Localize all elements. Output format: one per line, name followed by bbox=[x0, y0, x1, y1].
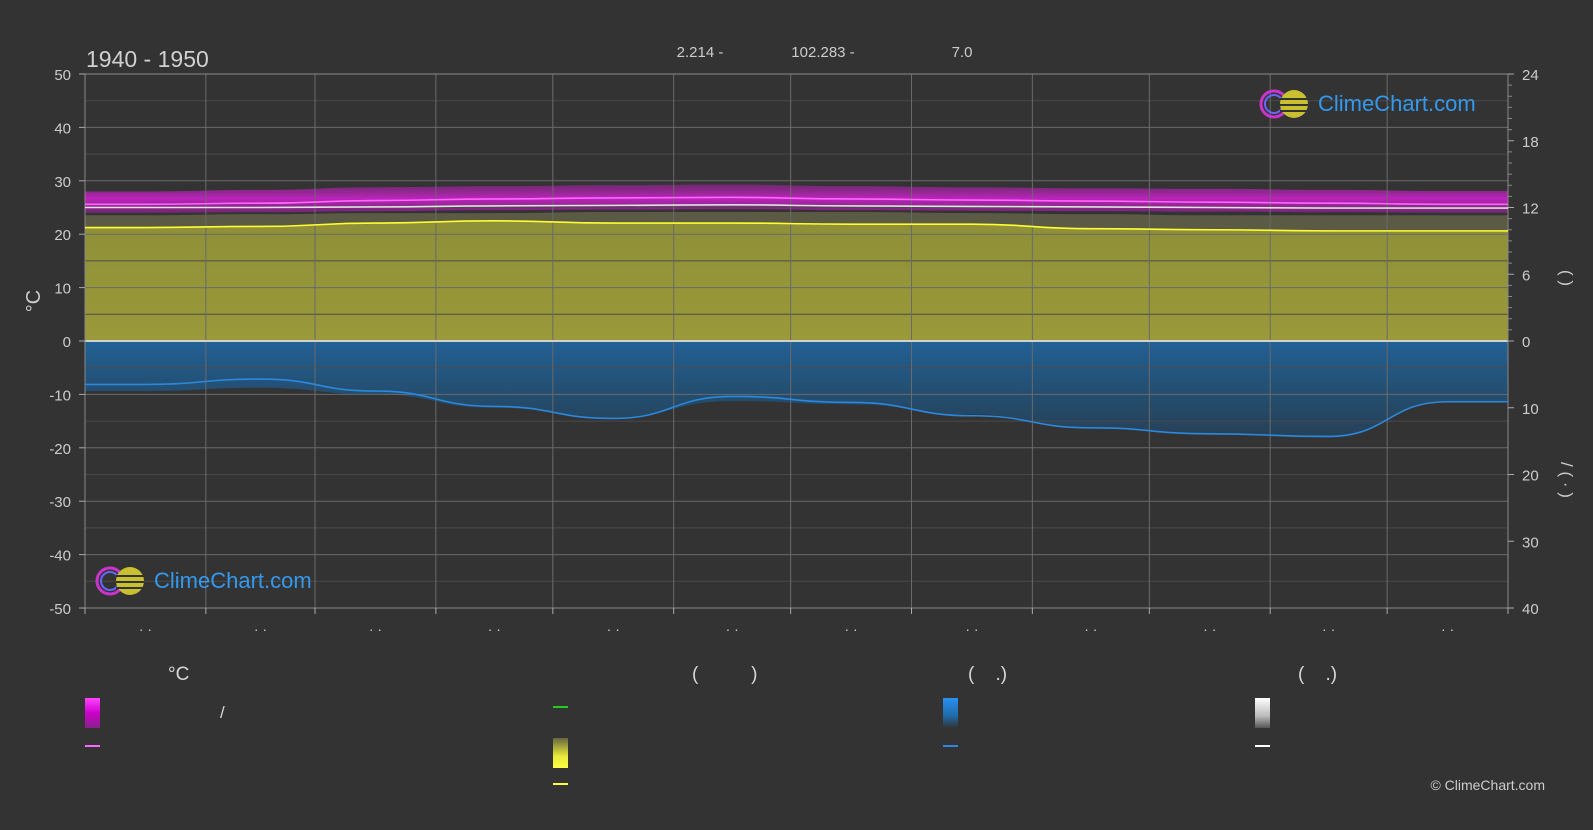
y-tick-label: 0 bbox=[63, 334, 71, 351]
legend-sunshine-mean bbox=[553, 783, 576, 785]
sunshine-mean-line bbox=[85, 220, 1508, 232]
legend-label: / bbox=[220, 703, 225, 722]
y2-tick-label: 18 bbox=[1522, 134, 1539, 151]
y3-axis-label: / ( · ) bbox=[1557, 462, 1576, 498]
legend-snow bbox=[1255, 698, 1278, 728]
legend-swatch bbox=[1255, 745, 1270, 747]
legend-swatch bbox=[943, 698, 958, 728]
y-tick-label: 50 bbox=[54, 67, 71, 84]
y2-tick-label: 24 bbox=[1522, 67, 1539, 84]
x-tick-label: · · bbox=[254, 621, 267, 637]
x-tick-label: · · bbox=[1084, 621, 1097, 637]
legend-rain-mean bbox=[943, 745, 966, 747]
y-axis-label-temperature: °C bbox=[23, 290, 45, 312]
max-temperature-line bbox=[85, 204, 1508, 209]
legend-temp-mean bbox=[85, 745, 108, 747]
chart-title: 1940 - 1950 bbox=[86, 46, 209, 72]
x-tick-label: · · bbox=[1441, 621, 1454, 637]
header-value: 102.283 - bbox=[791, 44, 854, 61]
y3-tick-label: 30 bbox=[1522, 534, 1539, 551]
legend-sunshine bbox=[553, 738, 576, 768]
y-tick-label: -30 bbox=[49, 494, 71, 511]
y-tick-label: -40 bbox=[49, 548, 71, 565]
sunshine-area bbox=[85, 220, 1508, 341]
legend-header-rain: ( .) bbox=[968, 664, 1008, 685]
legend-temp-range: / bbox=[85, 698, 225, 728]
legend-swatch bbox=[553, 783, 568, 785]
legend-swatch bbox=[85, 745, 100, 747]
x-tick-label: · · bbox=[488, 621, 501, 637]
legend-daylight bbox=[553, 706, 576, 708]
y2-tick-label: 6 bbox=[1522, 267, 1530, 284]
legend-snow-mean bbox=[1255, 745, 1278, 747]
y-tick-label: 10 bbox=[54, 281, 71, 298]
y2-tick-label: 12 bbox=[1522, 201, 1539, 218]
copyright: © ClimeChart.com bbox=[1430, 777, 1545, 793]
y2-axis-label: ( ) bbox=[1557, 270, 1576, 286]
y-tick-label: -50 bbox=[49, 601, 71, 618]
legend-header-snow: ( .) bbox=[1298, 664, 1338, 685]
climechart-logo-icon bbox=[1259, 89, 1308, 119]
legend-swatch bbox=[943, 745, 958, 747]
x-tick-label: · · bbox=[139, 621, 152, 637]
y-tick-label: 30 bbox=[54, 174, 71, 191]
precipitation-mean-line bbox=[85, 378, 1508, 438]
header-value: 7.0 bbox=[952, 44, 973, 61]
logo-text: ClimeChart.com bbox=[1318, 91, 1476, 116]
x-tick-label: · · bbox=[726, 621, 739, 637]
x-tick-label: · · bbox=[1322, 621, 1335, 637]
x-tick-label: · · bbox=[607, 621, 620, 637]
legend-swatch bbox=[85, 698, 100, 728]
legend-swatch bbox=[1255, 698, 1270, 728]
climechart-logo-icon bbox=[95, 566, 144, 596]
precipitation-area bbox=[85, 341, 1508, 438]
y-tick-label: -20 bbox=[49, 441, 71, 458]
x-tick-label: · · bbox=[844, 621, 857, 637]
y3-tick-label: 10 bbox=[1522, 401, 1539, 418]
legend-header-sun: ( ) bbox=[692, 664, 758, 685]
legend-swatch bbox=[553, 706, 568, 708]
x-tick-label: · · bbox=[369, 621, 382, 637]
legend-rain bbox=[943, 698, 966, 728]
temperature-mean-line bbox=[84, 196, 1508, 206]
y-tick-label: 20 bbox=[54, 227, 71, 244]
header-value: 2.214 - bbox=[677, 44, 724, 61]
x-tick-label: · · bbox=[1203, 621, 1216, 637]
y3-tick-label: 20 bbox=[1522, 468, 1539, 485]
y-tick-label: -10 bbox=[49, 387, 71, 404]
x-tick-label: · · bbox=[965, 621, 978, 637]
legend-header-temperature: °C bbox=[168, 664, 190, 685]
logo-top-right[interactable]: ClimeChart.com bbox=[1258, 88, 1476, 120]
y-tick-label: 40 bbox=[54, 120, 71, 137]
logo-bottom-left[interactable]: ClimeChart.com bbox=[94, 565, 312, 597]
legend-swatch bbox=[553, 738, 568, 768]
y3-tick-label: 40 bbox=[1522, 601, 1539, 618]
y2-tick-label: 0 bbox=[1522, 334, 1530, 351]
logo-text: ClimeChart.com bbox=[154, 568, 312, 593]
